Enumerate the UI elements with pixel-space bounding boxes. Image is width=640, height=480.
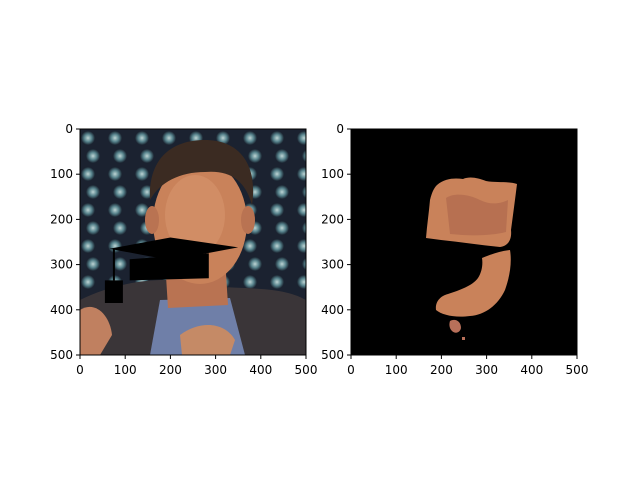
bokeh-light — [297, 167, 306, 181]
bokeh-light — [113, 185, 127, 199]
bokeh-light — [270, 131, 284, 145]
bokeh-light — [302, 149, 306, 163]
bokeh-light — [297, 203, 306, 217]
bokeh-light — [243, 275, 257, 289]
bokeh-light — [108, 131, 122, 145]
bokeh-light — [140, 149, 154, 163]
left-photo-hair — [149, 140, 254, 205]
bokeh-light — [162, 131, 176, 145]
left-x-tick-label: 100 — [114, 363, 137, 377]
left-x-tick-label: 300 — [204, 363, 227, 377]
left-photo-ear-right — [241, 206, 255, 234]
right-y-tick-label: 100 — [321, 167, 344, 181]
bokeh-light — [113, 221, 127, 235]
bokeh-light — [81, 275, 95, 289]
bokeh-light — [86, 257, 100, 271]
bokeh-light — [86, 221, 100, 235]
bokeh-light — [302, 221, 306, 235]
cap-tassel — [104, 280, 123, 303]
left-photo-hand-left — [80, 306, 112, 355]
right-x-tick-label: 500 — [566, 363, 589, 377]
bokeh-light — [135, 167, 149, 181]
left-y-tick-label: 200 — [50, 212, 73, 226]
left-y-tick-label: 0 — [65, 122, 73, 136]
bokeh-light — [81, 131, 95, 145]
bokeh-light — [270, 275, 284, 289]
bokeh-light — [275, 257, 289, 271]
right-skin-region-spot — [462, 337, 465, 340]
bokeh-light — [275, 221, 289, 235]
bokeh-light — [108, 167, 122, 181]
bokeh-light — [248, 149, 262, 163]
left-axes-frame — [79, 128, 307, 356]
bokeh-light — [216, 131, 230, 145]
right-y-tick-label: 400 — [321, 303, 344, 317]
right-axes-frame — [350, 128, 578, 356]
bokeh-light — [270, 167, 284, 181]
bokeh-light — [86, 185, 100, 199]
left-x-tick-label: 200 — [159, 363, 182, 377]
cap-board — [109, 237, 239, 261]
bokeh-light — [248, 257, 262, 271]
right-y-tick-label: 300 — [321, 258, 344, 272]
bokeh-light — [297, 275, 306, 289]
right-y-tick-label: 500 — [321, 348, 344, 362]
bokeh-light — [275, 149, 289, 163]
left-photo-ear-left — [145, 206, 159, 234]
bokeh-light — [108, 203, 122, 217]
cap-band — [129, 253, 209, 281]
bokeh-light — [135, 203, 149, 217]
bokeh-light — [270, 203, 284, 217]
bokeh-light — [81, 239, 95, 253]
bokeh-light — [297, 239, 306, 253]
left-y-tick-label: 400 — [50, 303, 73, 317]
right-y-tick-label: 0 — [336, 122, 344, 136]
bokeh-light — [86, 149, 100, 163]
bokeh-light — [275, 185, 289, 199]
right-skin-region-chin — [435, 250, 511, 317]
left-y-tick-label: 100 — [50, 167, 73, 181]
bokeh-light — [81, 167, 95, 181]
left-y-tick-label: 300 — [50, 258, 73, 272]
right-x-tick-label: 400 — [520, 363, 543, 377]
left-x-tick-label: 500 — [295, 363, 318, 377]
bokeh-light — [243, 131, 257, 145]
right-skin-region-hand — [449, 319, 461, 333]
left-photo-face-highlight — [165, 175, 225, 255]
right-x-tick-label: 200 — [430, 363, 453, 377]
right-y-tick-label: 200 — [321, 212, 344, 226]
bokeh-light — [302, 257, 306, 271]
bokeh-light — [302, 185, 306, 199]
left-photo-hand-right — [180, 324, 235, 355]
bokeh-light — [113, 257, 127, 271]
bokeh-light — [113, 149, 127, 163]
right-x-tick-label: 0 — [347, 363, 355, 377]
bokeh-light — [135, 131, 149, 145]
bokeh-light — [297, 131, 306, 145]
bokeh-light — [243, 239, 257, 253]
left-x-tick-label: 0 — [76, 363, 84, 377]
left-y-tick-label: 500 — [50, 348, 73, 362]
right-x-tick-label: 100 — [385, 363, 408, 377]
bokeh-light — [81, 203, 95, 217]
right-x-tick-label: 300 — [475, 363, 498, 377]
left-x-tick-label: 400 — [249, 363, 272, 377]
bokeh-light — [108, 239, 122, 253]
bokeh-light — [270, 239, 284, 253]
graduation-cap-overlay — [104, 237, 239, 303]
right-skin-region-forehead-shade — [446, 194, 508, 236]
